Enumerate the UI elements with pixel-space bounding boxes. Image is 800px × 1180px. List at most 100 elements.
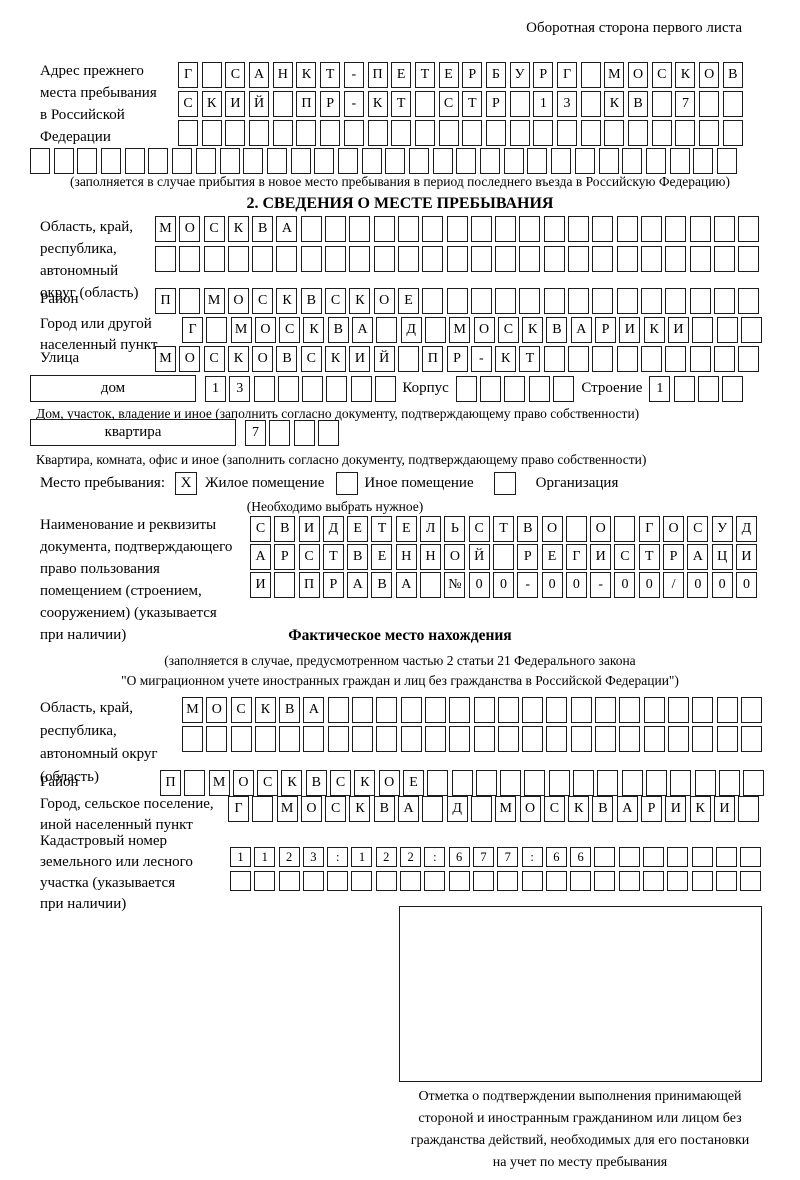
form-cell: 1 xyxy=(205,375,226,402)
form-cell xyxy=(438,120,459,146)
form-cell xyxy=(713,288,735,314)
form-cell xyxy=(397,246,419,272)
form-cell xyxy=(422,796,444,822)
form-cell xyxy=(497,697,519,723)
form-cell: М xyxy=(182,697,203,723)
form-cell xyxy=(592,246,614,272)
form-cell: Е xyxy=(438,62,459,88)
form-cell xyxy=(449,726,471,752)
form-cell: Е xyxy=(402,770,424,796)
form-cell: 1 xyxy=(254,847,276,867)
text-line: округ (область) xyxy=(40,285,139,301)
actual-city-label: Город, сельское поселение, иной населенны… xyxy=(40,794,214,836)
district-label: Район xyxy=(40,291,79,307)
form-cell xyxy=(543,246,565,272)
form-cell xyxy=(278,871,300,891)
form-cell xyxy=(716,317,738,343)
form-cell xyxy=(619,697,641,723)
form-cell xyxy=(272,91,293,117)
form-cell xyxy=(522,697,544,723)
text-line: (область) xyxy=(40,769,99,785)
form-cell xyxy=(230,726,252,752)
text-line: Кадастровый номер xyxy=(40,833,167,849)
form-cell xyxy=(616,288,638,314)
form-cell: Т xyxy=(638,544,660,570)
form-cell xyxy=(495,246,517,272)
apartment-number-cells: 7 xyxy=(245,419,342,446)
form-cell xyxy=(580,91,601,117)
form-cell: М xyxy=(203,288,225,314)
form-cell: О xyxy=(473,317,495,343)
form-cell xyxy=(178,120,198,146)
text-line: Федерации xyxy=(40,129,111,145)
form-cell: С xyxy=(250,516,271,542)
form-cell: Е xyxy=(391,62,412,88)
form-cell xyxy=(497,726,519,752)
form-cell xyxy=(252,796,274,822)
form-cell xyxy=(400,697,422,723)
form-cell xyxy=(249,120,270,146)
form-cell xyxy=(448,871,470,891)
form-cell xyxy=(320,120,341,146)
form-cell xyxy=(592,288,614,314)
form-cell: Р xyxy=(462,62,483,88)
form-cell: Е xyxy=(347,516,369,542)
form-cell: С xyxy=(203,216,225,242)
form-cell: 0 xyxy=(541,572,563,598)
form-cell xyxy=(274,572,296,598)
form-cell: Н xyxy=(420,544,442,570)
text-line: при наличии) xyxy=(40,896,127,912)
actual-location-subtitle-2: "О миграционном учете иностранных гражда… xyxy=(121,673,679,688)
form-cell xyxy=(350,375,372,402)
korpus-label: Корпус xyxy=(402,380,449,396)
form-cell: С xyxy=(687,516,709,542)
form-cell xyxy=(543,216,565,242)
form-cell: В xyxy=(252,216,274,242)
form-cell xyxy=(543,288,565,314)
form-cell xyxy=(475,770,497,796)
form-cell xyxy=(485,120,506,146)
form-cell xyxy=(352,726,374,752)
form-cell: С xyxy=(225,62,246,88)
form-cell: К xyxy=(227,346,249,372)
form-cell: - xyxy=(343,91,364,117)
form-cell: А xyxy=(352,317,374,343)
document-row-3: И П Р А В А № 0 0-0 0-0 0/0 0 0 xyxy=(250,572,760,598)
form-cell xyxy=(548,770,570,796)
street-label: Улица xyxy=(40,350,80,366)
form-cell: Т xyxy=(462,91,483,117)
form-cell xyxy=(290,148,311,174)
form-cell: С xyxy=(543,796,565,822)
form-cell: М xyxy=(604,62,625,88)
form-cell xyxy=(693,148,714,174)
form-cell xyxy=(397,346,419,372)
form-cell xyxy=(740,871,762,891)
form-cell xyxy=(101,148,122,174)
form-cell xyxy=(667,871,689,891)
form-cell: Д xyxy=(322,516,344,542)
prev-address-note: (заполняется в случае прибытия в новое м… xyxy=(69,174,731,189)
form-cell xyxy=(272,120,293,146)
form-cell xyxy=(691,847,713,867)
form-cell: 2 xyxy=(278,847,300,867)
form-cell xyxy=(470,216,492,242)
form-cell: Т xyxy=(519,346,541,372)
form-cell: О xyxy=(373,288,395,314)
stamp-box xyxy=(399,906,762,1082)
form-cell xyxy=(503,148,524,174)
form-cell: И xyxy=(349,346,371,372)
form-cell: Е xyxy=(397,288,419,314)
form-cell: Р xyxy=(641,796,663,822)
region-row-2 xyxy=(155,246,762,272)
form-cell: Г xyxy=(182,317,203,343)
form-cell xyxy=(594,847,616,867)
form-cell xyxy=(616,346,638,372)
form-cell: Л xyxy=(420,516,442,542)
form-cell: А xyxy=(395,572,417,598)
form-cell xyxy=(640,346,662,372)
form-cell xyxy=(614,516,636,542)
form-cell xyxy=(293,419,315,446)
form-cell xyxy=(543,346,565,372)
